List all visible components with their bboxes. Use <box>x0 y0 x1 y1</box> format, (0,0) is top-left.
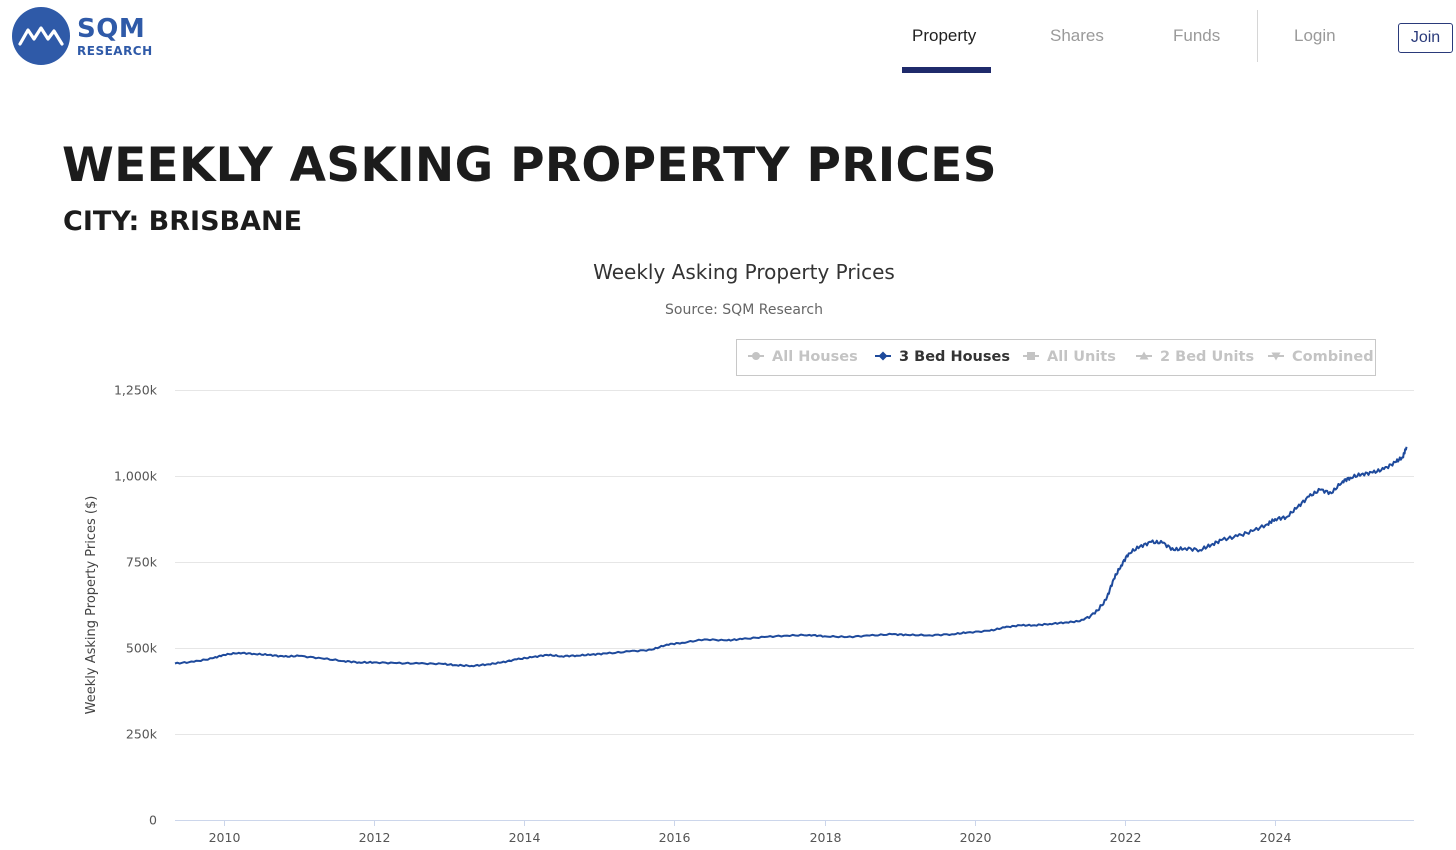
sqm-logo[interactable]: SQM RESEARCH <box>12 6 162 66</box>
y-tick-label: 0 <box>149 813 157 828</box>
legend-item-combined[interactable]: Combined <box>1268 349 1374 365</box>
x-axis-ticks: 2010 2012 2014 2016 2018 2020 2022 2024 <box>209 820 1292 845</box>
x-tick-label: 2014 <box>509 830 541 845</box>
x-tick-label: 2016 <box>659 830 691 845</box>
y-tick-label: 1,250k <box>114 383 158 398</box>
x-tick-label: 2010 <box>209 830 241 845</box>
legend-box <box>736 339 1376 376</box>
legend-item-2-bed-units[interactable]: 2 Bed Units <box>1136 349 1254 365</box>
legend-label: Combined <box>1292 349 1374 365</box>
chart-subtitle: Source: SQM Research <box>665 302 823 318</box>
x-tick-label: 2020 <box>960 830 992 845</box>
y-tick-label: 500k <box>126 641 158 656</box>
chart-gridlines <box>175 390 1414 735</box>
chart-legend: All Houses 3 Bed Houses All Units 2 Bed Uni… <box>736 339 1376 376</box>
legend-symbol-square-icon <box>1027 352 1035 360</box>
legend-label: All Houses <box>772 349 858 365</box>
nav-login[interactable]: Login <box>1294 26 1336 45</box>
legend-label: All Units <box>1047 349 1116 365</box>
y-axis-title: Weekly Asking Property Prices ($) <box>84 496 99 715</box>
legend-item-all-units[interactable]: All Units <box>1023 349 1116 365</box>
legend-label: 3 Bed Houses <box>899 349 1010 365</box>
chart-title: Weekly Asking Property Prices <box>593 260 895 284</box>
x-tick-label: 2012 <box>359 830 391 845</box>
x-tick-label: 2018 <box>810 830 842 845</box>
y-tick-label: 250k <box>126 727 158 742</box>
page-title: WEEKLY ASKING PROPERTY PRICES <box>62 138 997 193</box>
mountain-logo-icon <box>12 7 70 65</box>
nav-funds[interactable]: Funds <box>1173 26 1221 45</box>
legend-symbol-triangle-down-icon <box>1271 352 1281 361</box>
legend-label: 2 Bed Units <box>1160 349 1254 365</box>
legend-item-3-bed-houses[interactable]: 3 Bed Houses <box>875 349 1010 365</box>
city-subtitle: CITY: BRISBANE <box>63 206 303 237</box>
logo-wordmark: SQM <box>77 13 146 44</box>
series-line-3-bed-houses[interactable] <box>174 446 1408 668</box>
nav-divider <box>1257 10 1258 62</box>
y-tick-label: 1,000k <box>114 469 158 484</box>
y-tick-label: 750k <box>126 555 158 570</box>
nav-property[interactable]: Property <box>912 26 977 45</box>
nav-active-indicator <box>902 67 991 73</box>
join-button[interactable]: Join <box>1398 23 1453 53</box>
y-axis-ticks: 0 250k 500k 750k 1,000k 1,250k <box>114 383 158 828</box>
legend-symbol-circle-icon <box>752 352 760 360</box>
logo-subtext: RESEARCH <box>77 43 153 58</box>
x-tick-label: 2024 <box>1260 830 1292 845</box>
legend-symbol-triangle-icon <box>1139 351 1149 360</box>
x-tick-label: 2022 <box>1110 830 1142 845</box>
legend-symbol-diamond-icon <box>878 351 888 361</box>
chart-series <box>174 446 1408 668</box>
nav-shares[interactable]: Shares <box>1050 26 1104 45</box>
legend-item-all-houses[interactable]: All Houses <box>748 349 858 365</box>
